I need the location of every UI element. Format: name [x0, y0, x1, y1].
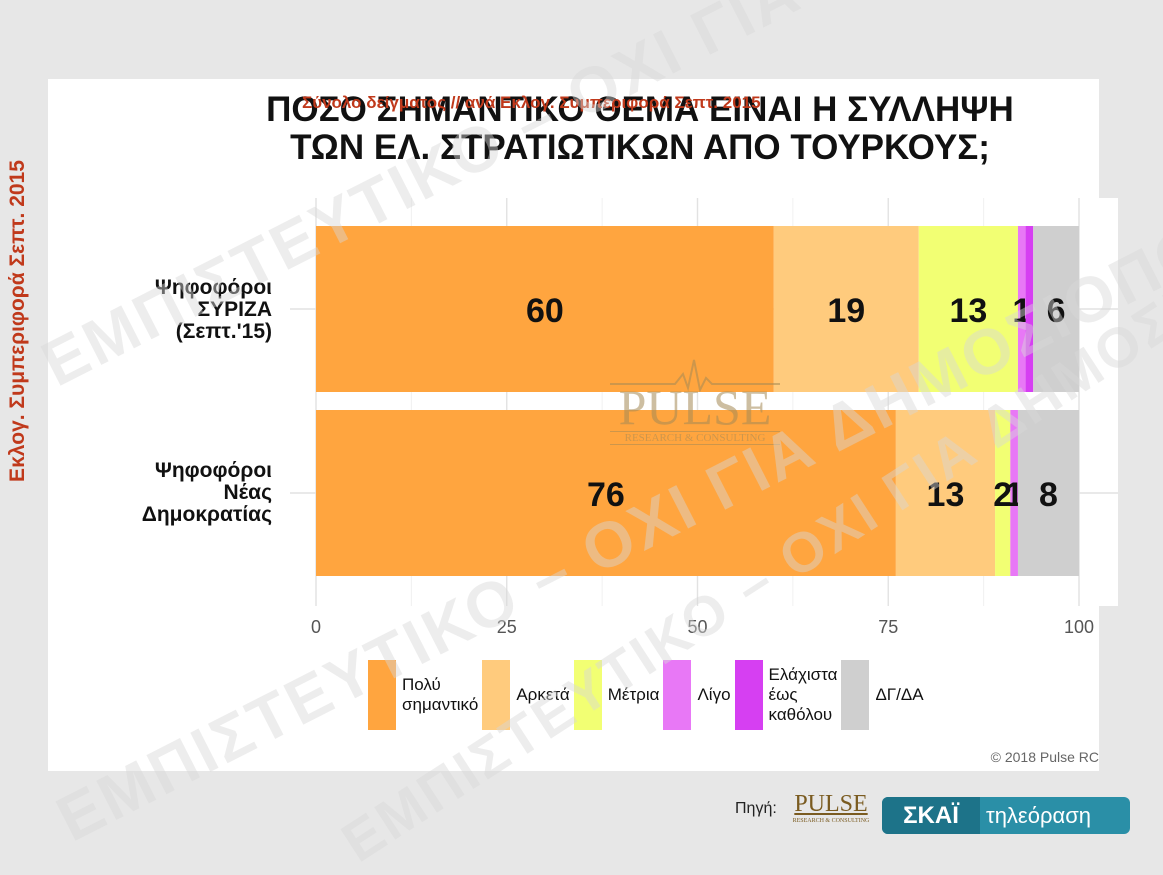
bar-segment [918, 226, 1018, 392]
x-tick-label: 100 [1064, 617, 1094, 637]
x-tick-label: 25 [497, 617, 517, 637]
pulse-watermark-subtext: RESEARCH & CONSULTING [610, 431, 780, 445]
bar-segment [773, 226, 919, 392]
pulse-watermark-text: PULSE [618, 379, 772, 435]
bar-segment [1025, 226, 1034, 392]
category-label-nd: Ψηφοφόροι Νέας Δημοκρατίας [141, 459, 272, 526]
legend-swatch [573, 660, 602, 730]
data-label: 13 [927, 476, 965, 514]
x-tick-label: 50 [687, 617, 707, 637]
pulse-logo-subtext: RESEARCH & CONSULTING [792, 818, 870, 824]
chart-title-line2: ΤΩΝ ΕΛ. ΣΤΡΑΤΙΩΤΙΚΩΝ ΑΠΟ ΤΟΥΡΚΟΥΣ; [290, 128, 990, 167]
chart-subtitle: Σύνολο δείγματος // ανά Εκλογ. Συμπεριφο… [302, 93, 761, 112]
bar-segment [1010, 410, 1018, 576]
legend-swatch [482, 660, 511, 730]
data-label: 2 [993, 476, 1012, 514]
bar-segment [316, 226, 774, 392]
source-label: Πηγή: [735, 800, 777, 817]
legend-swatch [841, 660, 870, 730]
bar-segment [1017, 226, 1026, 392]
bar-segment [1017, 410, 1079, 576]
category-label-syriza: Ψηφοφόροι ΣΥΡΙΖΑ (Σεπτ.'15) [154, 276, 272, 343]
legend-label: Λίγο [697, 685, 731, 704]
data-label: 8 [1039, 476, 1058, 514]
data-label: 76 [587, 476, 625, 514]
legend-item: Πολύ σημαντικό [368, 660, 478, 730]
legend: Πολύ σημαντικό Αρκετά Μέτρια Λίγο Ελάχισ… [368, 660, 928, 730]
pulse-heartbeat-icon [610, 359, 780, 394]
legend-item: Λίγο [663, 660, 731, 730]
legend-label: Ελάχιστα έως καθόλου [768, 665, 838, 724]
bar-segment [316, 410, 896, 576]
legend-item: Ελάχιστα έως καθόλου [734, 660, 838, 730]
chart-title: ΠΟΣΟ ΣΗΜΑΝΤΙΚΟ ΘΕΜΑ ΕΙΝΑΙ Η ΣΥΛΛΗΨΗ ΤΩΝ … [240, 91, 1040, 167]
copyright-text: © 2018 Pulse RC [990, 749, 1099, 765]
legend-label: ΔΓ/ΔΑ [875, 685, 924, 704]
legend-swatch [734, 660, 763, 730]
pulse-logo: PULSE RESEARCH & CONSULTING [788, 790, 874, 834]
legend-item: ΔΓ/ΔΑ [841, 660, 924, 730]
legend-swatch [663, 660, 692, 730]
pulse-watermark-logo: PULSE RESEARCH & CONSULTING [580, 352, 810, 462]
legend-item: Αρκετά [482, 660, 570, 730]
legend-label: Πολύ σημαντικό [402, 675, 479, 714]
skai-logo: ΣΚΑΪ τηλεόραση [882, 797, 1130, 834]
x-tick-label: 0 [311, 617, 321, 637]
legend-label: Μέτρια [607, 685, 660, 704]
pulse-logo-text: PULSE [794, 791, 868, 817]
x-tick-label: 75 [878, 617, 898, 637]
legend-item: Μέτρια [573, 660, 660, 730]
skai-tv-text: τηλεόραση [986, 803, 1092, 828]
data-label: 13 [949, 292, 987, 330]
legend-label: Αρκετά [516, 685, 570, 704]
legend-swatch [368, 660, 396, 730]
skai-logo-text: ΣΚΑΪ [882, 797, 980, 834]
bar-segment [895, 410, 996, 576]
chart-title-line1: ΠΟΣΟ ΣΗΜΑΝΤΙΚΟ ΘΕΜΑ ΕΙΝΑΙ Η ΣΥΛΛΗΨΗ [266, 90, 1014, 129]
data-label: 60 [526, 292, 564, 330]
data-label: 6 [1047, 292, 1066, 330]
bar-segment [995, 410, 1011, 576]
data-label: 19 [827, 292, 865, 330]
bar-segment [1033, 226, 1079, 392]
